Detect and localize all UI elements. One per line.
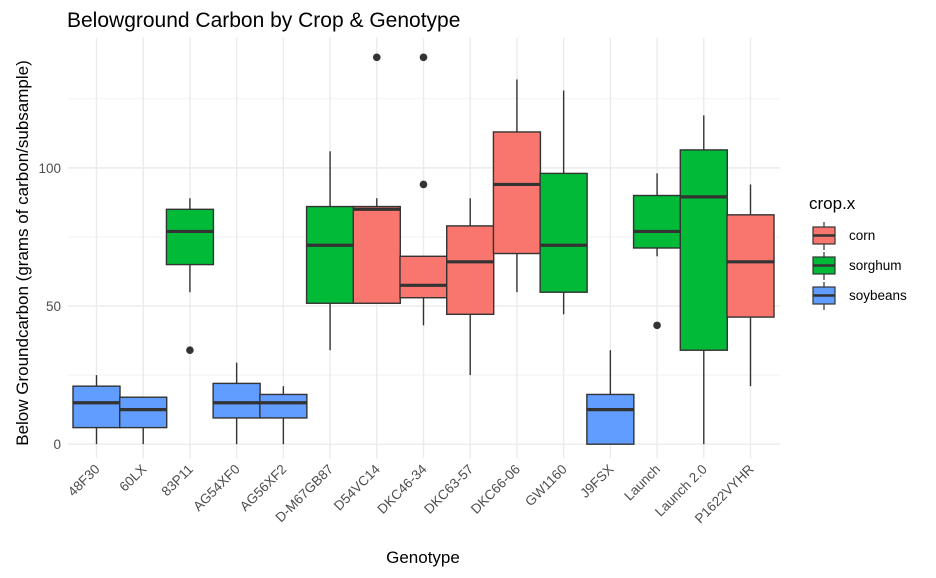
outlier-point — [419, 53, 428, 62]
outlier-point — [653, 321, 661, 330]
box-body — [446, 225, 495, 316]
box-d54vc14 — [352, 53, 401, 304]
legend-label: sorghum — [849, 258, 902, 273]
x-tick-label: DKC63-57 — [421, 462, 476, 517]
box-body — [305, 205, 355, 304]
y-tick-label: 0 — [53, 437, 61, 452]
y-tick-label: 100 — [38, 161, 61, 176]
y-axis-title: Below Groundcarbon (grams of carbon/subs… — [13, 60, 32, 446]
x-tick-label: Launch — [621, 462, 663, 504]
box-body — [632, 194, 682, 249]
box-dkc66-06 — [492, 79, 542, 293]
box-ag54xf0 — [212, 362, 261, 445]
outlier-point — [372, 53, 381, 62]
box-body — [586, 393, 635, 445]
box-body — [165, 208, 215, 266]
box-body — [259, 393, 308, 419]
legend-label: corn — [849, 228, 875, 243]
y-axis: 0 50 100 — [38, 161, 61, 452]
box-body — [679, 149, 728, 351]
legend-item-sorghum: sorghum — [812, 252, 902, 280]
box-body — [212, 382, 261, 419]
chart-title: Belowground Carbon by Crop & Genotype — [67, 9, 460, 32]
box-body — [72, 385, 121, 429]
box-body — [352, 205, 401, 304]
box-body — [539, 172, 588, 293]
outlier-point — [186, 346, 194, 355]
box-48f30 — [72, 375, 121, 445]
box-60lx — [119, 396, 168, 445]
box-body — [119, 396, 168, 429]
x-tick-label: DKC66-06 — [468, 462, 523, 517]
x-tick-label: DKC46-34 — [374, 461, 430, 517]
box-body — [726, 214, 775, 318]
legend-item-soybeans: soybeans — [812, 282, 907, 310]
x-tick-label: 83P11 — [159, 462, 197, 500]
legend-title: crop.x — [809, 194, 856, 213]
outlier-point — [419, 180, 428, 189]
box-d-m67gb87 — [305, 151, 355, 351]
x-tick-label: 48F30 — [65, 462, 103, 500]
box-p1622vyhr — [726, 184, 775, 387]
box-launch-2-0 — [679, 115, 728, 445]
x-axis: 48F30 60LX 83P11AG54XF0AG56XF2D-M67GB87D54… — [65, 461, 757, 526]
y-tick-label: 50 — [46, 299, 61, 314]
box-series — [72, 53, 775, 445]
x-axis-title: Genotype — [386, 548, 460, 567]
box-j9fsx — [586, 350, 635, 445]
box-launch — [632, 173, 682, 330]
legend-item-corn: corn — [812, 222, 875, 250]
x-tick-label: GW1160 — [522, 462, 570, 510]
box-gw1160 — [539, 90, 588, 315]
box-83p11 — [165, 198, 215, 355]
box-dkc63-57 — [446, 198, 495, 376]
x-tick-label: 60LX — [116, 462, 149, 495]
box-body — [492, 131, 542, 255]
x-tick-label: AG54XF0 — [190, 462, 243, 515]
box-ag56xf2 — [259, 386, 308, 445]
x-tick-label: J9FSX — [577, 462, 616, 501]
legend: crop.x corn sorghum soybeans — [809, 194, 907, 310]
legend-label: soybeans — [849, 288, 907, 303]
box-body — [399, 255, 448, 299]
